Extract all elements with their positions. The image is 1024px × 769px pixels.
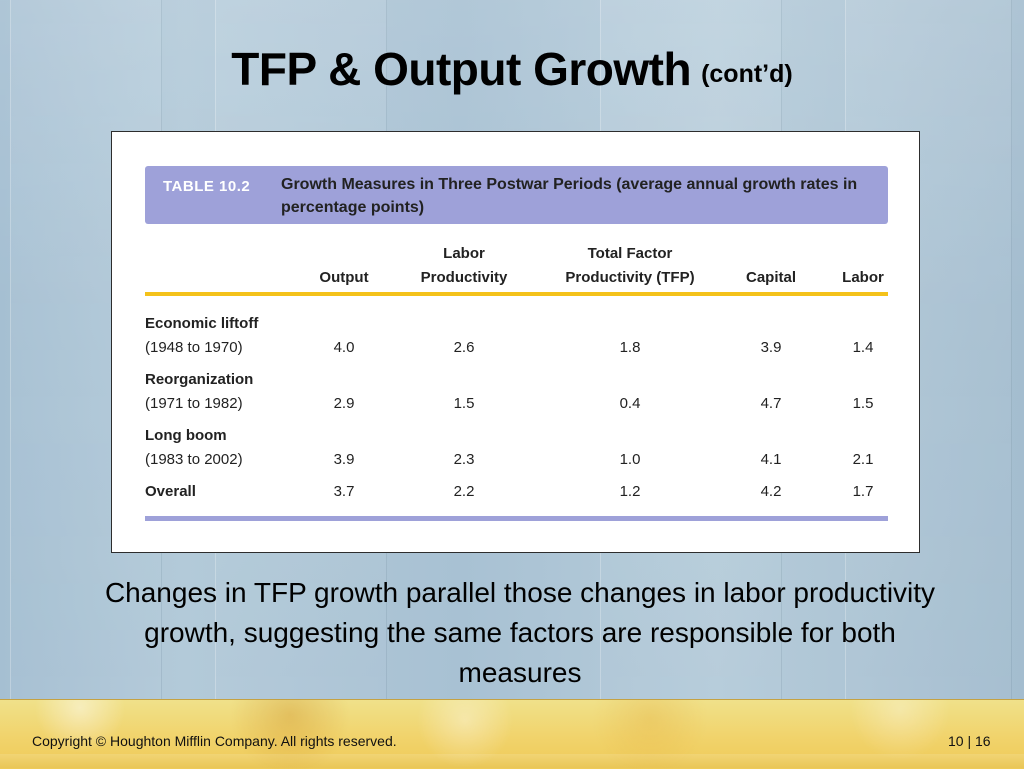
table-cell: 2.9 <box>333 395 355 412</box>
slide-title: TFP & Output Growth (cont’d) <box>0 42 1024 96</box>
column-header-line: Output <box>319 269 369 286</box>
table-cell: 4.7 <box>760 395 782 412</box>
column-header-capital: Capital <box>726 240 816 290</box>
column-header-line: Productivity (TFP) <box>565 269 695 286</box>
page-number: 10 | 16 <box>948 733 991 749</box>
table-cell: 3.9 <box>333 451 355 468</box>
growth-table: TABLE 10.2 Growth Measures in Three Post… <box>111 131 920 553</box>
header-rule <box>145 292 888 296</box>
footer-rule <box>145 516 888 521</box>
row-label: Economic liftoff (1948 to 1970) <box>145 312 258 360</box>
table-number: TABLE 10.2 <box>163 178 251 195</box>
column-header-line: Total Factor <box>587 245 673 262</box>
table-cell: 0.4 <box>619 395 641 412</box>
row-label: Long boom (1983 to 2002) <box>145 424 243 472</box>
column-header-line: Productivity <box>420 269 508 286</box>
column-header-line: Labor <box>443 245 485 262</box>
table-cell: 1.5 <box>852 395 874 412</box>
table-cell: 1.2 <box>619 483 641 500</box>
table-cell: 2.3 <box>453 451 475 468</box>
table-cell: 1.8 <box>619 339 641 356</box>
table-cell: 4.2 <box>760 483 782 500</box>
table-header: TABLE 10.2 Growth Measures in Three Post… <box>145 166 888 224</box>
slide-title-main: TFP & Output Growth <box>231 43 692 95</box>
column-header-line: Labor <box>842 269 884 286</box>
table-cell: 4.1 <box>760 451 782 468</box>
table-cell: 1.5 <box>453 395 475 412</box>
table-cell: 3.9 <box>760 339 782 356</box>
slide-title-suffix: (cont’d) <box>701 60 793 88</box>
row-period: (1983 to 2002) <box>145 451 243 468</box>
table-cell: 4.0 <box>333 339 355 356</box>
slide-footer <box>0 699 1024 769</box>
table-cell: 2.1 <box>852 451 874 468</box>
table-cell: 2.2 <box>453 483 475 500</box>
table-cell: 1.4 <box>852 339 874 356</box>
row-label: Overall <box>145 480 196 504</box>
row-period: (1948 to 1970) <box>145 339 243 356</box>
row-title: Long boom <box>145 427 227 444</box>
row-title: Economic liftoff <box>145 315 259 332</box>
row-period: (1971 to 1982) <box>145 395 243 412</box>
column-header-tfp: Total Factor Productivity (TFP) <box>540 240 720 290</box>
column-header-output: Output <box>298 240 390 290</box>
column-header-labor-productivity: Labor Productivity <box>394 240 534 290</box>
row-title: Reorganization <box>145 371 254 388</box>
column-header-line: Capital <box>745 269 796 286</box>
footer-band <box>0 754 1024 768</box>
row-label: Reorganization (1971 to 1982) <box>145 368 253 416</box>
copyright-text: Copyright © Houghton Mifflin Company. Al… <box>32 733 397 749</box>
table-cell: 3.7 <box>333 483 355 500</box>
table-cell: 1.7 <box>852 483 874 500</box>
column-header-labor: Labor <box>825 240 901 290</box>
row-title: Overall <box>145 483 196 500</box>
table-caption: Growth Measures in Three Postwar Periods… <box>281 176 858 216</box>
table-cell: 2.6 <box>453 339 475 356</box>
table-cell: 1.0 <box>619 451 641 468</box>
slide-body-text: Changes in TFP growth parallel those cha… <box>104 577 936 688</box>
